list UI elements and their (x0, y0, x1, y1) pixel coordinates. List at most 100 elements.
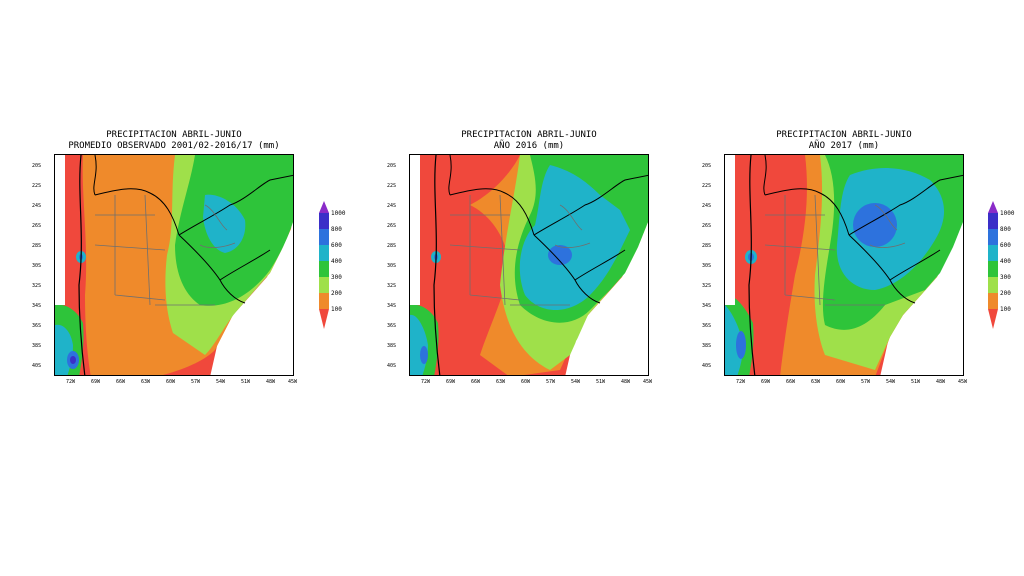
legend-label: 600 (331, 242, 342, 249)
legend-swatch-800 (319, 229, 329, 245)
precip-map-3 (724, 154, 964, 376)
lat-tick-label: 28S (32, 243, 42, 249)
zone-800 (548, 245, 572, 265)
lon-tick-label: 69W (761, 379, 771, 385)
country-boundary (574, 249, 626, 281)
lon-tick-label: 60W (521, 379, 531, 385)
lon-tick-label: 51W (241, 379, 251, 385)
legend-top-arrow (319, 201, 329, 213)
lat-tick-label: 22S (702, 183, 712, 189)
lon-tick-label: 60W (166, 379, 176, 385)
lon-tick-label: 66W (471, 379, 481, 385)
lat-tick-label: 30S (32, 263, 42, 269)
legend-swatch-400 (319, 261, 329, 277)
legend-swatch-200 (319, 293, 329, 309)
lat-tick-label: 20S (32, 163, 42, 169)
legend-swatch-1000 (988, 213, 998, 229)
lat-tick-label: 22S (387, 183, 397, 189)
lon-tick-label: 57W (546, 379, 556, 385)
lon-tick-label: 45W (643, 379, 653, 385)
country-boundary (763, 155, 850, 236)
lat-tick-label: 32S (702, 283, 712, 289)
country-boundary (219, 249, 271, 281)
legend-bottom-arrow (319, 309, 329, 329)
panel-title-line1: PRECIPITACION ABRIL-JUNIO (461, 130, 597, 140)
lon-tick-label: 72W (66, 379, 76, 385)
lat-tick-label: 32S (387, 283, 397, 289)
lat-tick-label: 36S (32, 323, 42, 329)
ocean-nw (55, 155, 65, 305)
legend-swatch-1000 (319, 213, 329, 229)
lon-tick-label: 54W (886, 379, 896, 385)
legend-label: 800 (1000, 226, 1011, 233)
country-boundary (178, 174, 293, 236)
legend-swatch-200 (988, 293, 998, 309)
legend-swatch-300 (319, 277, 329, 293)
country-boundary (78, 155, 86, 375)
lat-tick-label: 32S (32, 283, 42, 289)
lon-tick-label: 66W (786, 379, 796, 385)
lon-tick-label: 60W (836, 379, 846, 385)
lon-tick-label: 45W (958, 379, 968, 385)
legend-swatch-400 (988, 261, 998, 277)
legend-swatch-600 (988, 245, 998, 261)
legend-label: 300 (1000, 274, 1011, 281)
legend-label: 1000 (1000, 210, 1015, 217)
country-boundary (889, 249, 941, 281)
lon-tick-label: 48W (621, 379, 631, 385)
ocean-se (213, 257, 293, 375)
lon-tick-label: 48W (266, 379, 276, 385)
legend-label: 200 (1000, 290, 1011, 297)
lat-tick-label: 28S (702, 243, 712, 249)
lat-tick-label: 36S (387, 323, 397, 329)
precip-map-2 (409, 154, 649, 376)
lon-tick-label: 54W (571, 379, 581, 385)
lat-tick-label: 38S (702, 343, 712, 349)
lat-tick-label: 20S (387, 163, 397, 169)
legend-label: 100 (331, 306, 342, 313)
zone-west-cyan (725, 305, 743, 375)
lat-tick-label: 24S (387, 203, 397, 209)
lon-tick-label: 63W (141, 379, 151, 385)
legend-swatch-800 (988, 229, 998, 245)
zone-west-blue (736, 331, 746, 359)
lon-tick-label: 69W (91, 379, 101, 385)
legend-label: 200 (331, 290, 342, 297)
panel-title-line2: AÑO 2017 (mm) (808, 141, 880, 151)
lat-tick-label: 36S (702, 323, 712, 329)
lon-tick-label: 57W (191, 379, 201, 385)
legend-top-arrow (988, 201, 998, 213)
lat-tick-label: 26S (387, 223, 397, 229)
lon-tick-label: 63W (811, 379, 821, 385)
lon-tick-label: 51W (911, 379, 921, 385)
lat-tick-label: 34S (702, 303, 712, 309)
lon-tick-label: 72W (421, 379, 431, 385)
province-lines (94, 194, 236, 306)
legend-label: 300 (331, 274, 342, 281)
lon-tick-label: 72W (736, 379, 746, 385)
zone-600 (203, 194, 246, 253)
lat-tick-label: 22S (32, 183, 42, 189)
legend-swatch-300 (988, 277, 998, 293)
lat-tick-label: 30S (702, 263, 712, 269)
lon-tick-label: 63W (496, 379, 506, 385)
color-legend-2: 1000 800 600 400 300 200 100 (988, 201, 1014, 335)
ocean-se (568, 257, 648, 375)
zone-west-dark (70, 356, 76, 364)
country-boundary (448, 155, 535, 236)
zone-600 (519, 165, 630, 310)
legend-label: 400 (1000, 258, 1011, 265)
country-boundary (93, 155, 180, 236)
lat-tick-label: 34S (387, 303, 397, 309)
lat-tick-label: 34S (32, 303, 42, 309)
legend-label: 600 (1000, 242, 1011, 249)
lon-tick-label: 57W (861, 379, 871, 385)
country-boundary (748, 155, 756, 375)
lon-tick-label: 69W (446, 379, 456, 385)
lat-tick-label: 38S (387, 343, 397, 349)
lat-tick-label: 24S (32, 203, 42, 209)
lat-tick-label: 40S (387, 363, 397, 369)
lat-tick-label: 26S (32, 223, 42, 229)
country-boundary (433, 155, 441, 375)
lat-tick-label: 40S (32, 363, 42, 369)
